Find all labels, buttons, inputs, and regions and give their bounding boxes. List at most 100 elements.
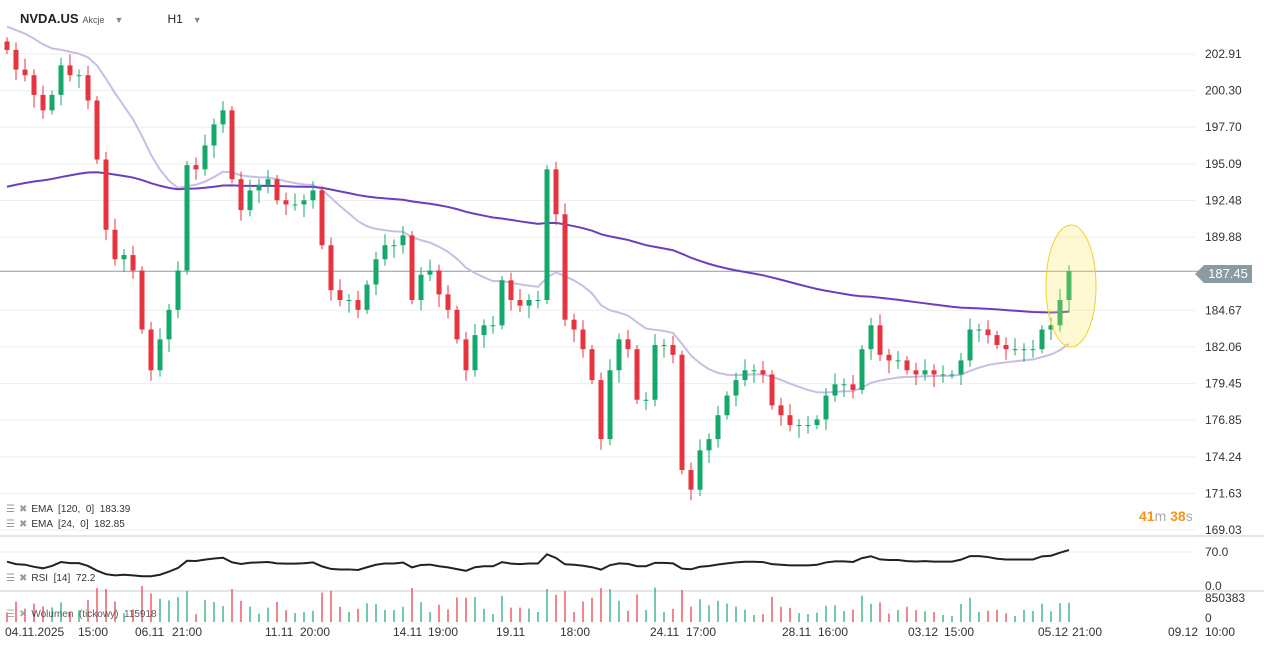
- time-tick-label: 20:00: [300, 625, 330, 639]
- candle: [31, 75, 37, 95]
- menu-icon[interactable]: ☰: [6, 519, 15, 530]
- candle: [58, 65, 64, 95]
- candle: [571, 319, 577, 330]
- candle: [220, 110, 226, 125]
- candle: [391, 245, 397, 247]
- symbol-name[interactable]: NVDA.US: [20, 11, 79, 26]
- instrument-type: Akcje: [82, 15, 105, 25]
- candle: [922, 370, 928, 375]
- candle: [1057, 300, 1063, 326]
- menu-icon[interactable]: ☰: [6, 609, 15, 620]
- candle: [805, 425, 811, 427]
- volume-tick-label: 850383: [1205, 591, 1245, 605]
- candle: [427, 270, 433, 275]
- price-tick-label: 192.48: [1205, 194, 1242, 208]
- close-icon[interactable]: ✖: [18, 519, 28, 530]
- timer-seconds: 38: [1170, 508, 1186, 524]
- candle: [463, 339, 469, 371]
- candle: [499, 280, 505, 326]
- timer-m: m: [1154, 508, 1167, 524]
- time-tick-label: 10:00: [1205, 625, 1235, 639]
- timeframe-selector[interactable]: H1: [167, 12, 183, 26]
- time-tick-label: 15:00: [78, 625, 108, 639]
- menu-icon[interactable]: ☰: [6, 573, 15, 584]
- price-tick-label: 200.30: [1205, 84, 1242, 98]
- candle: [643, 399, 649, 401]
- candle: [1066, 271, 1072, 301]
- candle: [211, 124, 217, 146]
- time-tick-label: 14.11: [393, 625, 422, 639]
- symbol-dropdown-icon[interactable]: ▼: [114, 15, 124, 25]
- candle: [175, 270, 181, 310]
- candle: [697, 450, 703, 490]
- candle: [328, 245, 334, 291]
- time-tick-label: 28.11: [782, 625, 811, 639]
- menu-icon[interactable]: ☰: [6, 504, 15, 515]
- candle: [796, 425, 802, 427]
- time-tick-label: 21:00: [172, 625, 202, 639]
- candle: [589, 349, 595, 381]
- candle: [976, 329, 982, 331]
- candle: [841, 384, 847, 386]
- legend-ema24: ☰ ✖ EMA [24, 0] 182.85: [6, 519, 125, 530]
- candle: [553, 169, 559, 215]
- candle: [517, 300, 523, 306]
- close-icon[interactable]: ✖: [18, 504, 28, 515]
- candle: [40, 94, 46, 111]
- time-tick-label: 15:00: [944, 625, 974, 639]
- candle: [382, 245, 388, 260]
- volume-tick-label: 0: [1205, 611, 1212, 625]
- time-tick-label: 17:00: [686, 625, 716, 639]
- close-icon[interactable]: ✖: [18, 573, 28, 584]
- candle: [103, 159, 109, 230]
- candle: [967, 329, 973, 361]
- candle: [913, 370, 919, 375]
- candle: [544, 169, 550, 301]
- chart-header: NVDA.US Akcje ▼ H1 ▼: [20, 11, 202, 26]
- candle: [256, 184, 262, 191]
- candle: [166, 309, 172, 340]
- candle: [139, 270, 145, 330]
- candle: [94, 100, 100, 160]
- time-tick-label: 06.11: [135, 625, 164, 639]
- price-tick-label: 176.85: [1205, 413, 1242, 427]
- candle: [301, 200, 307, 205]
- close-icon[interactable]: ✖: [18, 609, 28, 620]
- rsi-tick-label: 70.0: [1205, 545, 1229, 559]
- candle: [580, 329, 586, 350]
- candle: [337, 290, 343, 301]
- time-tick-label: 11.11: [265, 625, 294, 639]
- time-tick-label: 04.11.2025: [5, 625, 64, 639]
- candle: [355, 300, 361, 310]
- candle: [1039, 329, 1045, 350]
- candle: [733, 380, 739, 396]
- candle: [625, 339, 631, 350]
- candle: [688, 470, 694, 490]
- candle: [85, 75, 91, 101]
- timer-minutes: 41: [1139, 508, 1155, 524]
- price-tick-label: 184.67: [1205, 303, 1242, 317]
- candle: [859, 349, 865, 390]
- ema24-label: EMA [24, 0] 182.85: [31, 519, 125, 530]
- candle: [130, 255, 136, 271]
- candle: [877, 325, 883, 355]
- candle: [652, 344, 658, 400]
- candle: [184, 165, 190, 271]
- timeframe-dropdown-icon[interactable]: ▼: [192, 15, 202, 25]
- legend-ema120: ☰ ✖ EMA [120, 0] 183.39: [6, 504, 130, 515]
- candle: [634, 349, 640, 400]
- price-tick-label: 169.03: [1205, 523, 1242, 537]
- candle: [436, 270, 442, 295]
- candle: [1003, 344, 1009, 350]
- price-tick-label: 189.88: [1205, 230, 1242, 244]
- candle: [472, 335, 478, 371]
- legend-volume: ☰ ✖ Wolumen (tickowy) 115918: [6, 609, 157, 620]
- price-tick-label: 202.91: [1205, 47, 1242, 61]
- candle: [193, 165, 199, 170]
- candle: [418, 274, 424, 301]
- candle: [994, 335, 1000, 345]
- candle: [562, 214, 568, 320]
- candle: [706, 439, 712, 451]
- candle: [490, 325, 496, 327]
